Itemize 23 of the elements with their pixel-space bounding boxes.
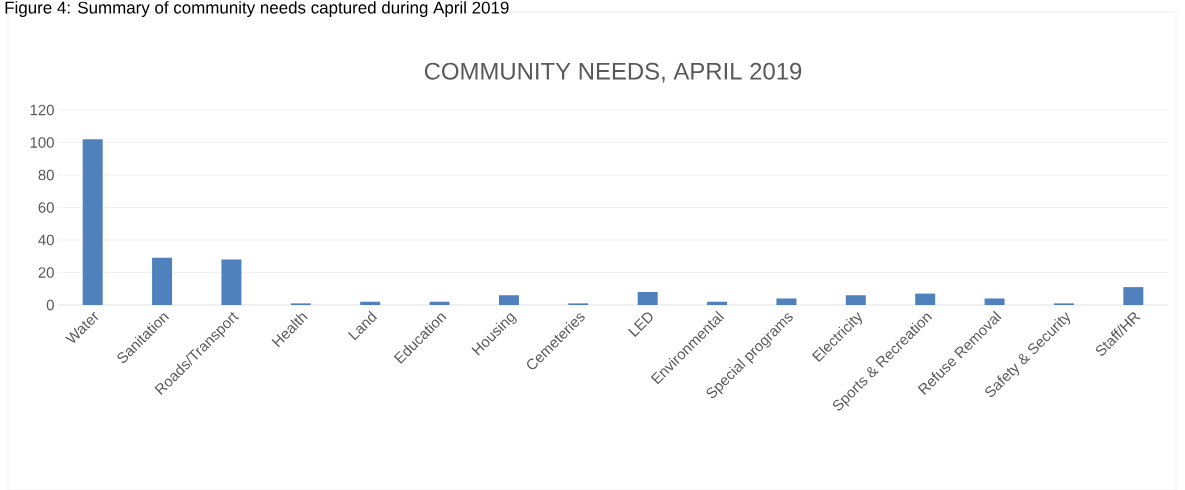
bar [221, 259, 242, 305]
bar [845, 295, 866, 305]
bar [1123, 287, 1144, 305]
bar [707, 301, 728, 305]
y-tick-label: 120 [30, 104, 54, 116]
bar [429, 301, 450, 305]
chart-title: COMMUNITY NEEDS, APRIL 2019 [424, 62, 802, 83]
y-tick-label: 40 [38, 234, 54, 246]
y-tick-label: 20 [38, 267, 54, 278]
x-tick-label: LED [628, 312, 653, 337]
y-tick-label: 60 [38, 202, 54, 213]
bar [152, 257, 173, 305]
bar [82, 139, 103, 305]
y-tick-label: 80 [38, 169, 54, 181]
caption: Figure 4: Summary of community needs captured during April 2019 [5, 1, 509, 17]
bar [637, 291, 658, 305]
bar [498, 295, 519, 305]
bar [915, 293, 936, 305]
bar [984, 298, 1005, 305]
bar [360, 301, 381, 305]
bar [776, 298, 797, 305]
y-tick-label: 100 [30, 137, 54, 148]
y-tick-label: 0 [46, 299, 54, 311]
